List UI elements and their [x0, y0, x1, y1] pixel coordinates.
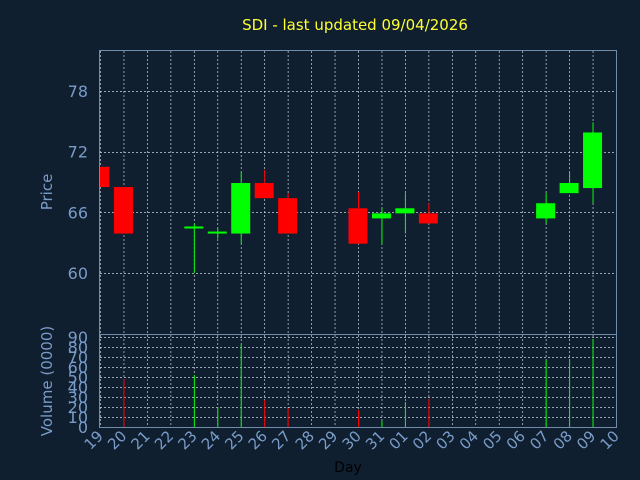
x-tick-label: 27	[268, 427, 294, 453]
volume-y-tick-label: 70	[68, 348, 88, 367]
x-tick-label: 31	[362, 427, 388, 453]
chart-title: SDI - last updated 09/04/2026	[242, 16, 468, 34]
candle-body	[207, 231, 227, 234]
x-tick-label: 23	[174, 427, 200, 453]
volume-y-tick-label: 80	[68, 338, 88, 357]
x-tick-labels: 1920212223242526272829303101020304050607…	[81, 427, 623, 453]
volume-axis-label: Volume (0000)	[38, 326, 56, 436]
x-tick-label: 10	[597, 427, 623, 453]
candle-body	[231, 183, 251, 234]
price-y-tick-label: 60	[68, 264, 88, 283]
x-tick-label: 26	[245, 427, 271, 453]
price-y-tick-label: 78	[68, 82, 88, 101]
volume-y-tick-label: 60	[68, 358, 88, 377]
volume-y-tick-label: 20	[68, 398, 88, 417]
candle-body	[536, 203, 556, 219]
candle-body	[418, 213, 438, 224]
x-tick-label: 22	[151, 427, 177, 453]
x-tick-label: 24	[198, 427, 224, 453]
candle-body	[583, 132, 603, 189]
x-tick-label: 25	[221, 427, 247, 453]
x-tick-label: 08	[550, 427, 576, 453]
price-y-tick-label: 72	[68, 143, 88, 162]
x-tick-label: 01	[386, 427, 412, 453]
volume-y-tick-label: 30	[68, 388, 88, 407]
candle-body	[254, 183, 274, 199]
x-tick-label: 21	[128, 427, 154, 453]
price-y-tick-labels: 60 66 72 78	[68, 82, 88, 283]
volume-plot-frame	[99, 334, 617, 428]
x-tick-label: 30	[339, 427, 365, 453]
x-tick-label: 02	[409, 427, 435, 453]
volume-y-tick-label: 10	[68, 408, 88, 427]
x-tick-label: 28	[292, 427, 318, 453]
x-tick-label: 05	[479, 427, 505, 453]
x-tick-label: 09	[573, 427, 599, 453]
x-tick-label: 07	[526, 427, 552, 453]
candle-body	[278, 198, 298, 234]
volume-y-tick-label: 90	[68, 328, 88, 347]
x-tick-label: 04	[456, 427, 482, 453]
candle-body	[113, 187, 133, 234]
x-axis-label: Day	[334, 460, 362, 476]
price-axis-label: Price	[38, 174, 56, 211]
x-tick-label: 06	[503, 427, 529, 453]
candle-body	[371, 213, 391, 219]
x-tick-label: 29	[315, 427, 341, 453]
candle-body	[348, 208, 368, 244]
candle-body	[395, 208, 415, 214]
volume-y-tick-label: 40	[68, 378, 88, 397]
price-y-tick-label: 66	[68, 203, 88, 222]
volume-bars-layer	[123, 339, 594, 427]
x-tick-label: 03	[432, 427, 458, 453]
volume-y-tick-label: 0	[78, 418, 88, 437]
volume-y-tick-label: 50	[68, 368, 88, 387]
x-tick-label: 20	[104, 427, 130, 453]
candle-body	[559, 183, 579, 194]
candle-body	[100, 166, 110, 188]
candle-body	[184, 226, 204, 229]
candles-layer	[100, 122, 603, 273]
